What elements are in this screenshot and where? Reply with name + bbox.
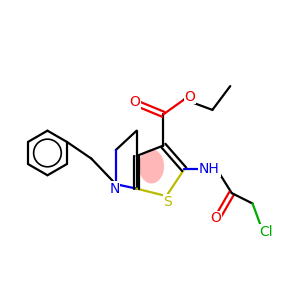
Ellipse shape [139, 149, 164, 183]
Text: O: O [185, 89, 196, 103]
Text: NH: NH [199, 162, 220, 176]
Text: S: S [164, 195, 172, 209]
Text: Cl: Cl [259, 225, 273, 239]
Text: O: O [210, 212, 221, 225]
Text: N: N [109, 182, 119, 196]
Text: O: O [130, 95, 141, 110]
